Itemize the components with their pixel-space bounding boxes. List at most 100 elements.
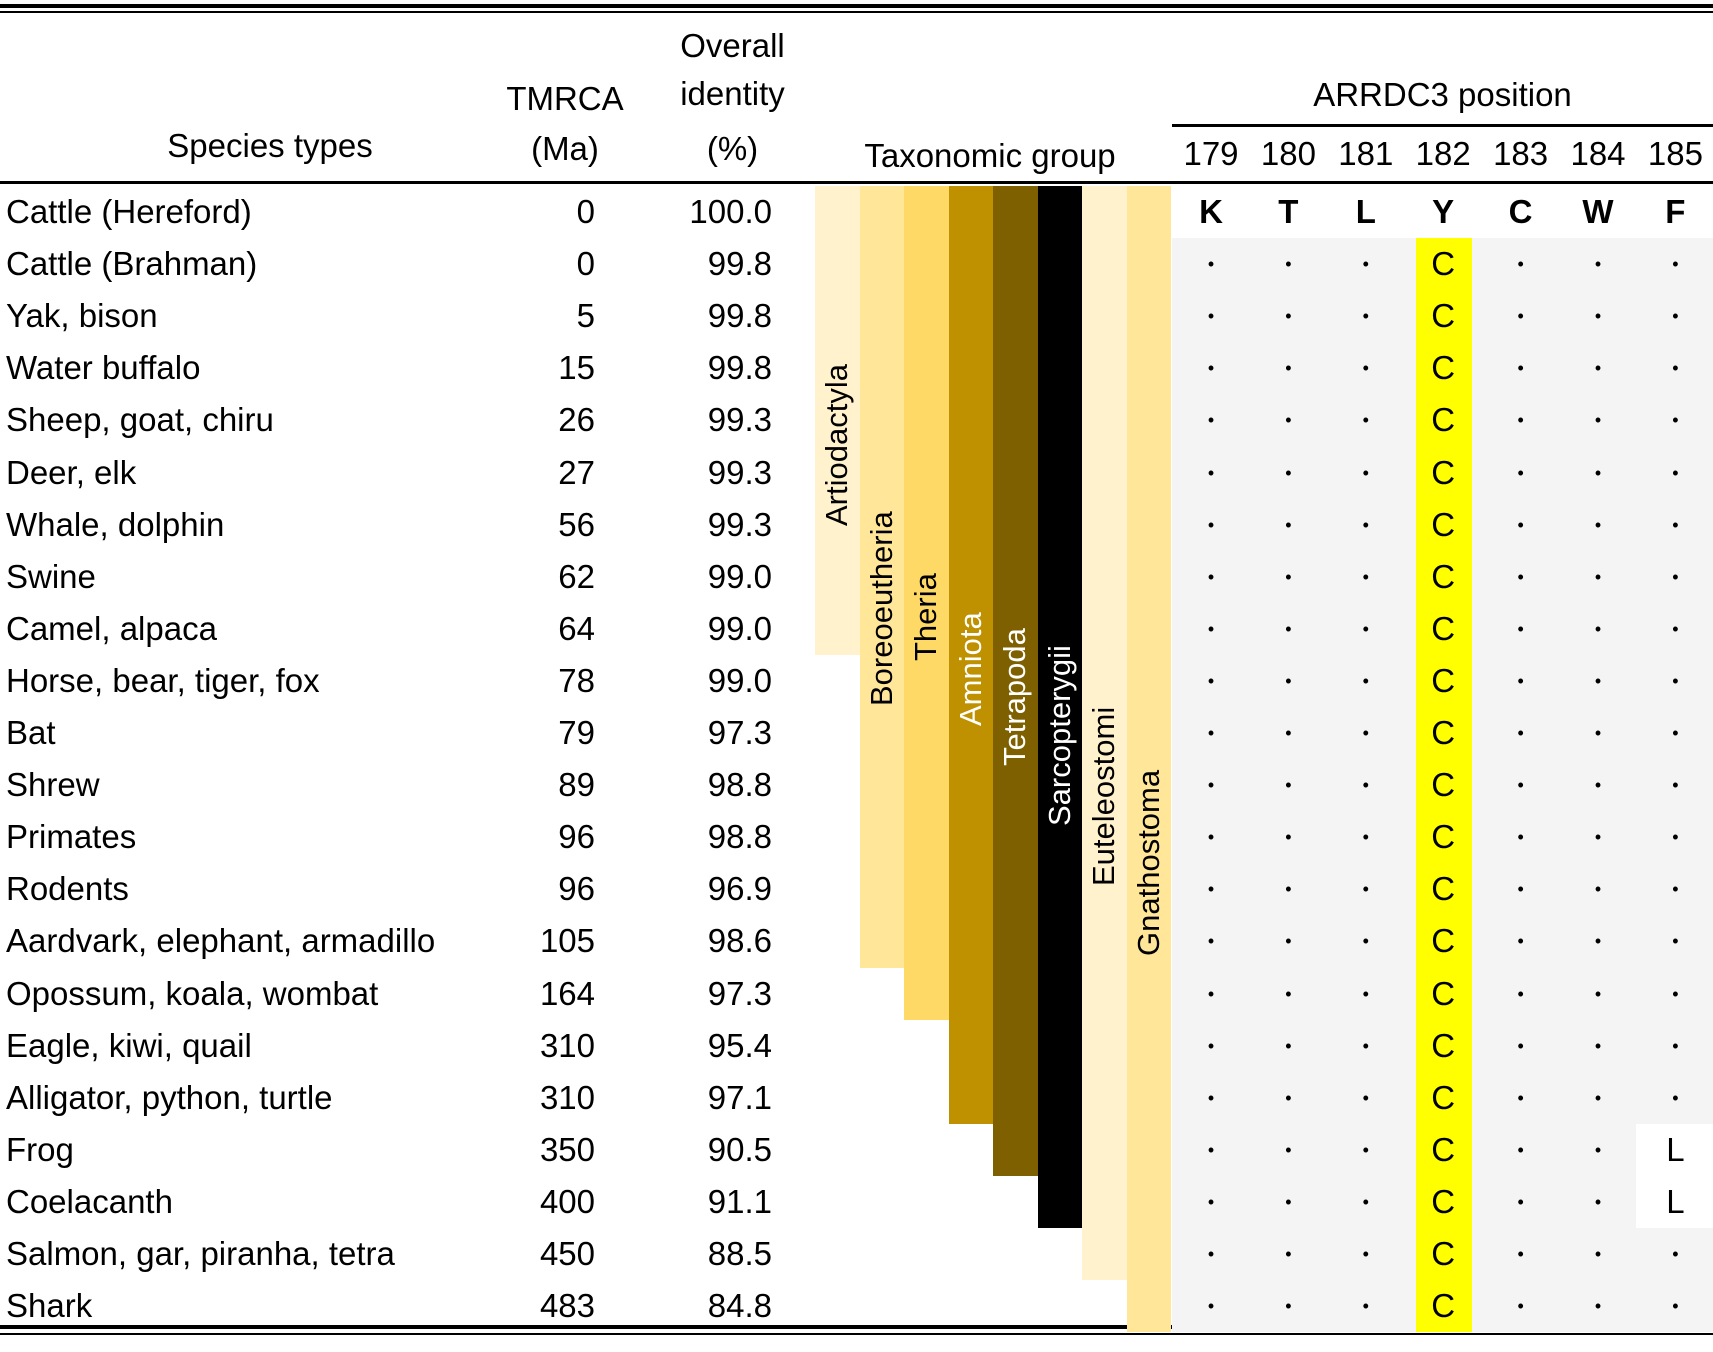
identity-value: 91.1 bbox=[707, 1182, 772, 1220]
residue-identical-dot: • bbox=[1207, 931, 1215, 952]
residue-cell: C bbox=[1431, 505, 1456, 543]
residue-identical-dot: • bbox=[1672, 775, 1679, 796]
residue-identical-dot: • bbox=[1207, 1191, 1215, 1212]
position-number: 181 bbox=[1338, 135, 1394, 172]
residue-identical-dot: • bbox=[1517, 931, 1524, 952]
residue-identical-dot: • bbox=[1594, 1244, 1602, 1264]
residue-identical-dot: • bbox=[1362, 254, 1369, 275]
residue-identical-dot: • bbox=[1672, 462, 1679, 483]
residue-identical-dot: • bbox=[1207, 254, 1215, 275]
residue-identical-dot: • bbox=[1285, 827, 1292, 848]
residue-identical-dot: • bbox=[1594, 566, 1602, 587]
residue-cell: C bbox=[1431, 1130, 1456, 1168]
tmrca-value: 0 bbox=[576, 193, 595, 230]
residue-identical-dot: • bbox=[1517, 358, 1524, 379]
residue-identical-dot: • bbox=[1672, 1244, 1679, 1264]
taxon-label: Tetrapoda bbox=[997, 628, 1032, 766]
residue-identical-dot: • bbox=[1285, 775, 1292, 796]
residue-identical-dot: • bbox=[1672, 879, 1679, 900]
residue-identical-dot: • bbox=[1362, 670, 1369, 691]
residue-identical-dot: • bbox=[1594, 618, 1602, 639]
residue-identical-dot: • bbox=[1517, 1244, 1524, 1264]
residue-cell: C bbox=[1431, 1235, 1456, 1272]
residue-identical-dot: • bbox=[1207, 723, 1215, 743]
residue-identical-dot: • bbox=[1285, 358, 1292, 379]
residue-identical-dot: • bbox=[1594, 827, 1602, 848]
residue-identical-dot: • bbox=[1285, 1139, 1292, 1160]
residue-identical-dot: • bbox=[1207, 879, 1215, 900]
residue-identical-dot: • bbox=[1672, 670, 1679, 691]
residue-identical-dot: • bbox=[1672, 514, 1679, 535]
arrdc3-rule bbox=[1172, 124, 1713, 127]
residue-identical-dot: • bbox=[1362, 1296, 1369, 1317]
species-name: Alligator, python, turtle bbox=[6, 1078, 333, 1116]
identity-value: 88.5 bbox=[707, 1235, 772, 1272]
identity-value: 97.3 bbox=[707, 974, 772, 1012]
residue-identical-dot: • bbox=[1594, 254, 1602, 275]
residue-identical-dot: • bbox=[1285, 514, 1292, 535]
species-name: Shrew bbox=[6, 766, 100, 804]
taxon-bar-sarcopterygii: Sarcopterygii bbox=[1037, 186, 1082, 1228]
species-name: Eagle, kiwi, quail bbox=[6, 1026, 252, 1064]
residue-cell: C bbox=[1431, 1078, 1456, 1116]
tmrca-value: 27 bbox=[558, 453, 595, 491]
tmrca-value: 400 bbox=[539, 1182, 595, 1220]
identity-value: 99.3 bbox=[707, 453, 772, 491]
residue-cell: C bbox=[1431, 1287, 1456, 1325]
residue-identical-dot: • bbox=[1672, 410, 1679, 431]
residue-identical-dot: • bbox=[1285, 306, 1292, 327]
residue-identical-dot: • bbox=[1672, 306, 1679, 327]
residue-cell: L bbox=[1636, 1123, 1713, 1176]
residue-identical-dot: • bbox=[1285, 670, 1292, 691]
position-number: 184 bbox=[1570, 135, 1626, 172]
residue-cell: L bbox=[1355, 193, 1376, 230]
identity-value: 98.8 bbox=[707, 766, 772, 804]
identity-value: 90.5 bbox=[707, 1130, 772, 1168]
residue-identical-dot: • bbox=[1207, 618, 1215, 639]
tmrca-value: 5 bbox=[576, 297, 595, 335]
species-name: Sheep, goat, chiru bbox=[6, 401, 274, 439]
taxon-label: Theria bbox=[908, 573, 943, 661]
tmrca-value: 15 bbox=[558, 349, 595, 387]
tmrca-value: 96 bbox=[558, 870, 595, 908]
residue-identical-dot: • bbox=[1362, 1087, 1369, 1108]
residue-identical-dot: • bbox=[1517, 983, 1524, 1004]
tmrca-value: 350 bbox=[539, 1130, 595, 1168]
header-rule bbox=[0, 181, 1713, 184]
header-tmrca-2: (Ma) bbox=[531, 130, 599, 167]
tmrca-value: 164 bbox=[539, 974, 595, 1012]
species-name: Primates bbox=[6, 818, 137, 856]
residue-identical-dot: • bbox=[1517, 514, 1524, 535]
residue-identical-dot: • bbox=[1362, 723, 1369, 743]
residue-identical-dot: • bbox=[1672, 1087, 1679, 1108]
residue-cell: C bbox=[1431, 818, 1456, 856]
taxon-label: Euteleostomi bbox=[1086, 706, 1121, 886]
residue-identical-dot: • bbox=[1594, 462, 1602, 483]
residue-identical-dot: • bbox=[1594, 670, 1602, 691]
bottom-rule-thick bbox=[0, 1325, 1713, 1329]
residue-identical-dot: • bbox=[1594, 514, 1602, 535]
residue-identical-dot: • bbox=[1285, 462, 1292, 483]
residue-cell: C bbox=[1431, 453, 1456, 491]
residue-identical-dot: • bbox=[1672, 983, 1679, 1004]
residue-identical-dot: • bbox=[1285, 879, 1292, 900]
residue-cell: C bbox=[1431, 297, 1456, 335]
residue-identical-dot: • bbox=[1362, 827, 1369, 848]
residue-identical-dot: • bbox=[1362, 1191, 1369, 1212]
residue-identical-dot: • bbox=[1285, 983, 1292, 1004]
residue-identical-dot: • bbox=[1594, 879, 1602, 900]
residue-cell: C bbox=[1431, 974, 1456, 1012]
residue-identical-dot: • bbox=[1517, 827, 1524, 848]
species-name: Aardvark, elephant, armadillo bbox=[6, 922, 436, 960]
residue-identical-dot: • bbox=[1672, 618, 1679, 639]
residue-cell: C bbox=[1431, 661, 1456, 699]
residue-identical-dot: • bbox=[1207, 358, 1215, 379]
residue-identical-dot: • bbox=[1207, 566, 1215, 587]
residue-identical-dot: • bbox=[1594, 931, 1602, 952]
species-name: Bat bbox=[6, 714, 56, 751]
species-name: Salmon, gar, piranha, tetra bbox=[6, 1235, 395, 1272]
residue-identical-dot: • bbox=[1672, 931, 1679, 952]
tmrca-value: 62 bbox=[558, 557, 595, 595]
identity-value: 100.0 bbox=[689, 193, 772, 230]
residue-identical-dot: • bbox=[1207, 1244, 1215, 1264]
